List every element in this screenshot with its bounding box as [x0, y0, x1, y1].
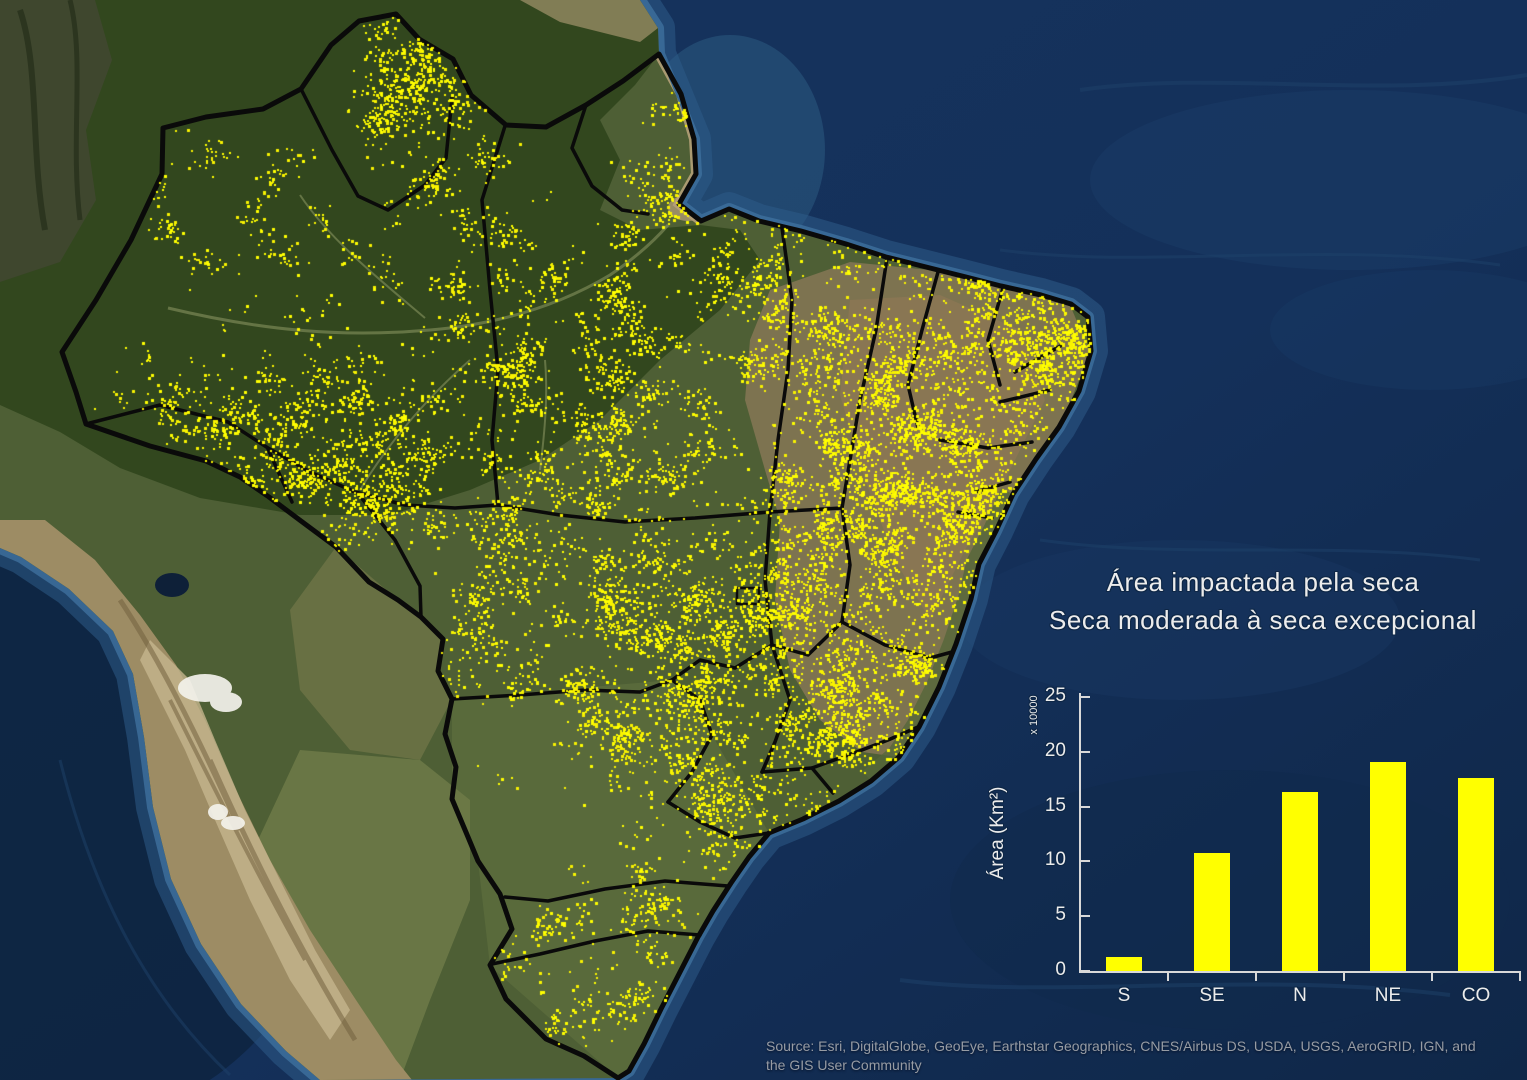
- y-tick: [1081, 970, 1090, 972]
- x-category-label: N: [1293, 985, 1307, 1006]
- y-tick: [1081, 805, 1090, 808]
- y-axis-multiplier: x 10000: [1028, 695, 1040, 735]
- y-axis-title: Área (Km²): [987, 786, 1008, 880]
- x-axis: [1079, 971, 1521, 973]
- y-tick: [1081, 915, 1090, 918]
- y-tick-label: 0: [1055, 959, 1066, 980]
- map-title-line1: Área impactada pela seca: [1106, 567, 1420, 597]
- bar-co: [1458, 778, 1494, 971]
- y-tick-label: 5: [1055, 904, 1066, 926]
- attribution-text: Source: Esri, DigitalGlobe, GeoEye, Eart…: [766, 1037, 1526, 1075]
- y-tick-label: 25: [1044, 685, 1066, 706]
- bar-se: [1194, 852, 1230, 971]
- y-tick-label: 10: [1044, 849, 1066, 871]
- x-category-label: SE: [1199, 985, 1225, 1006]
- y-tick-label: 20: [1044, 739, 1066, 761]
- x-tick: [1167, 971, 1169, 981]
- map-title: Área impactada pela seca Seca moderada à…: [1003, 563, 1523, 639]
- x-category-label: S: [1117, 985, 1131, 1006]
- y-tick: [1081, 860, 1090, 863]
- attribution-line1: Source: Esri, DigitalGlobe, GeoEye, Eart…: [766, 1038, 1476, 1054]
- bar-s: [1106, 956, 1142, 971]
- attribution-line2: the GIS User Community: [766, 1057, 922, 1073]
- y-tick: [1081, 696, 1090, 698]
- x-category-label: NE: [1374, 985, 1402, 1006]
- x-tick: [1255, 971, 1257, 981]
- x-category-label: CO: [1461, 985, 1491, 1006]
- bar-ne: [1370, 761, 1406, 971]
- x-tick: [1431, 971, 1433, 981]
- x-tick: [1343, 971, 1345, 981]
- y-axis: [1079, 693, 1081, 973]
- x-tick: [1519, 971, 1521, 981]
- map-title-line2: Seca moderada à seca excepcional: [1049, 605, 1477, 635]
- bar-n: [1282, 792, 1318, 971]
- y-tick-label: 15: [1044, 794, 1066, 816]
- y-tick: [1081, 750, 1090, 753]
